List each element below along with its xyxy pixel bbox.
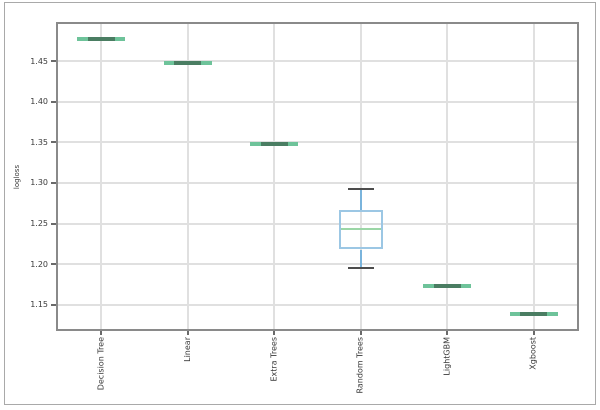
iqr-box: [338, 209, 383, 250]
plot-area: [56, 22, 579, 331]
flat-box-line-center: [174, 60, 202, 65]
x-tick-label-text: Xgboost: [528, 337, 538, 370]
x-tick-label-text: Random Trees: [355, 337, 365, 394]
flat-box-line-center: [520, 312, 548, 317]
x-tick-mark: [359, 331, 362, 335]
y-tick-mark: [51, 141, 56, 144]
flat-box-line-center: [260, 142, 288, 147]
x-tick-mark: [446, 331, 449, 335]
h-gridline: [58, 100, 577, 103]
v-gridline: [186, 24, 189, 329]
y-tick-label: 1.40: [30, 97, 48, 107]
v-gridline: [100, 24, 103, 329]
y-tick-label: 1.45: [30, 56, 48, 66]
y-tick-label: 1.20: [30, 259, 48, 269]
h-gridline: [58, 303, 577, 306]
y-tick-mark: [51, 263, 56, 266]
x-tick-mark: [273, 331, 276, 335]
y-tick-mark: [51, 100, 56, 103]
v-gridline: [359, 24, 362, 329]
h-gridline: [58, 141, 577, 144]
y-tick-mark: [51, 222, 56, 225]
y-tick-label: 1.25: [30, 219, 48, 229]
whisker-upper: [359, 189, 362, 210]
v-gridline: [446, 24, 449, 329]
flat-box-line-center: [87, 37, 115, 42]
y-tick-label: 1.35: [30, 137, 48, 147]
x-tick-label-text: LightGBM: [442, 337, 452, 376]
whisker-cap-lower: [347, 267, 374, 270]
y-tick-label: 1.30: [30, 178, 48, 188]
x-tick-mark: [186, 331, 189, 335]
x-tick-label-text: Linear: [182, 337, 192, 362]
y-tick-mark: [51, 60, 56, 63]
h-gridline: [58, 60, 577, 63]
y-axis-label: logloss: [13, 164, 21, 189]
h-gridline: [58, 263, 577, 266]
x-tick-label-text: Decision Tree: [96, 337, 106, 391]
v-gridline: [273, 24, 276, 329]
v-gridline: [532, 24, 535, 329]
h-gridline: [58, 222, 577, 225]
y-tick-mark: [51, 181, 56, 184]
y-tick-label: 1.15: [30, 300, 48, 310]
whisker-lower: [359, 249, 362, 269]
x-tick-mark: [532, 331, 535, 335]
x-tick-label-text: Extra Trees: [269, 337, 279, 382]
median-line: [340, 228, 381, 231]
whisker-cap-upper: [347, 188, 374, 191]
y-tick-mark: [51, 303, 56, 306]
x-tick-mark: [100, 331, 103, 335]
h-gridline: [58, 181, 577, 184]
flat-box-line-center: [433, 284, 461, 288]
